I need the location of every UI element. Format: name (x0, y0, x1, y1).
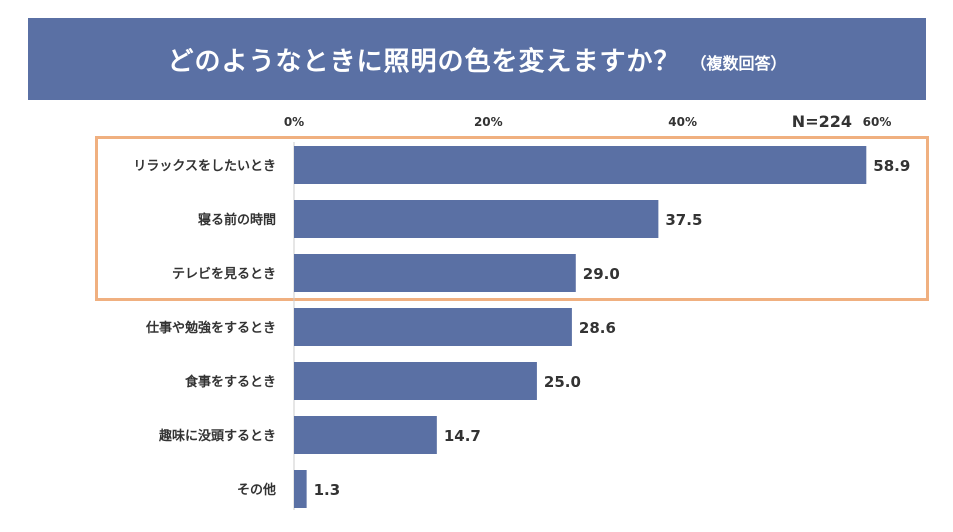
bar (294, 362, 537, 400)
bar (294, 254, 576, 292)
bar (294, 146, 867, 184)
x-tick-label: 40% (668, 115, 697, 129)
value-label: 28.6 (579, 319, 616, 337)
category-label: 寝る前の時間 (198, 212, 276, 228)
bar (294, 308, 572, 346)
value-label: 58.9 (873, 157, 910, 175)
title-banner: どのようなときに照明の色を変えますか？ （複数回答） (28, 18, 926, 100)
sample-size-label: N=224 (792, 112, 852, 131)
category-label: その他 (237, 482, 276, 498)
bar (294, 470, 307, 508)
category-label: 食事をするとき (185, 374, 276, 390)
category-label: 仕事や勉強をするとき (145, 320, 276, 336)
highlight-box (95, 136, 929, 301)
chart-title: どのようなときに照明の色を変えますか？ (167, 46, 681, 77)
bar (294, 416, 437, 454)
value-label: 25.0 (544, 373, 581, 391)
category-label: 趣味に没頭するとき (158, 428, 276, 444)
value-label: 1.3 (314, 481, 341, 499)
bar (294, 200, 659, 238)
x-tick-label: 0% (284, 115, 304, 129)
value-label: 37.5 (665, 211, 702, 229)
x-tick-label: 20% (474, 115, 503, 129)
category-label: テレビを見るとき (172, 266, 276, 282)
category-label: リラックスをしたいとき (133, 159, 276, 174)
chart-subtitle: （複数回答） (690, 54, 787, 73)
value-label: 29.0 (583, 265, 620, 283)
x-tick-label: 60% (863, 115, 892, 129)
value-label: 14.7 (444, 427, 481, 445)
